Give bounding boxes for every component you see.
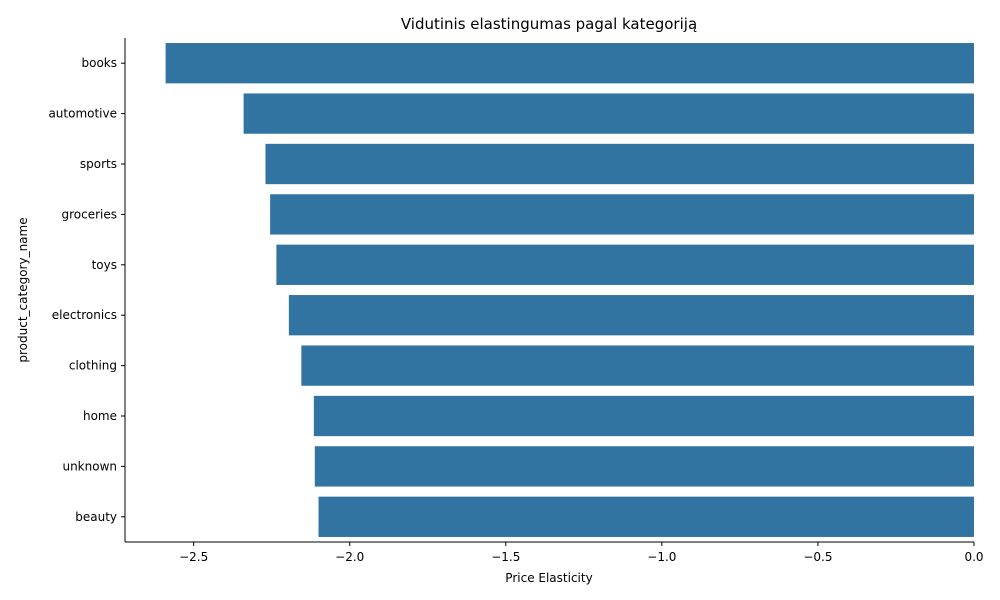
y-tick-label: books <box>81 56 117 70</box>
y-tick-label: automotive <box>48 107 117 121</box>
bar-clothing <box>301 345 975 386</box>
y-tick-label: beauty <box>75 510 117 524</box>
y-tick-label: sports <box>80 157 117 171</box>
x-tick-label: −2.0 <box>335 550 364 564</box>
x-axis-ticks: −2.5 −2.0 −1.5 −1.0 −0.5 0.0 <box>179 542 984 564</box>
bar-automotive <box>243 93 974 134</box>
y-tick-label: unknown <box>62 459 117 473</box>
bar-home <box>313 395 974 437</box>
bar-unknown <box>314 446 974 487</box>
bars <box>165 43 975 537</box>
x-tick-label: −2.5 <box>179 550 208 564</box>
bar-sports <box>265 143 974 185</box>
x-tick-label: −1.5 <box>491 550 520 564</box>
y-tick-label: groceries <box>61 207 117 221</box>
x-tick-label: 0.0 <box>964 550 983 564</box>
y-axis-label: product_category_name <box>16 217 30 362</box>
chart-title: Vidutinis elastingumas pagal kategoriją <box>401 15 697 33</box>
y-tick-label: home <box>83 409 117 423</box>
bar-electronics <box>288 295 974 336</box>
bar-books <box>165 43 974 84</box>
x-tick-label: −0.5 <box>803 550 832 564</box>
bar-toys <box>276 244 975 285</box>
x-axis-label: Price Elasticity <box>505 571 592 585</box>
y-axis-ticks: books automotive sports groceries toys electr… <box>48 56 125 524</box>
y-tick-label: clothing <box>69 359 117 373</box>
y-tick-label: toys <box>92 258 117 272</box>
bar-groceries <box>270 194 974 235</box>
x-tick-label: −1.0 <box>647 550 676 564</box>
y-tick-label: electronics <box>52 308 117 322</box>
bar-beauty <box>318 496 974 537</box>
